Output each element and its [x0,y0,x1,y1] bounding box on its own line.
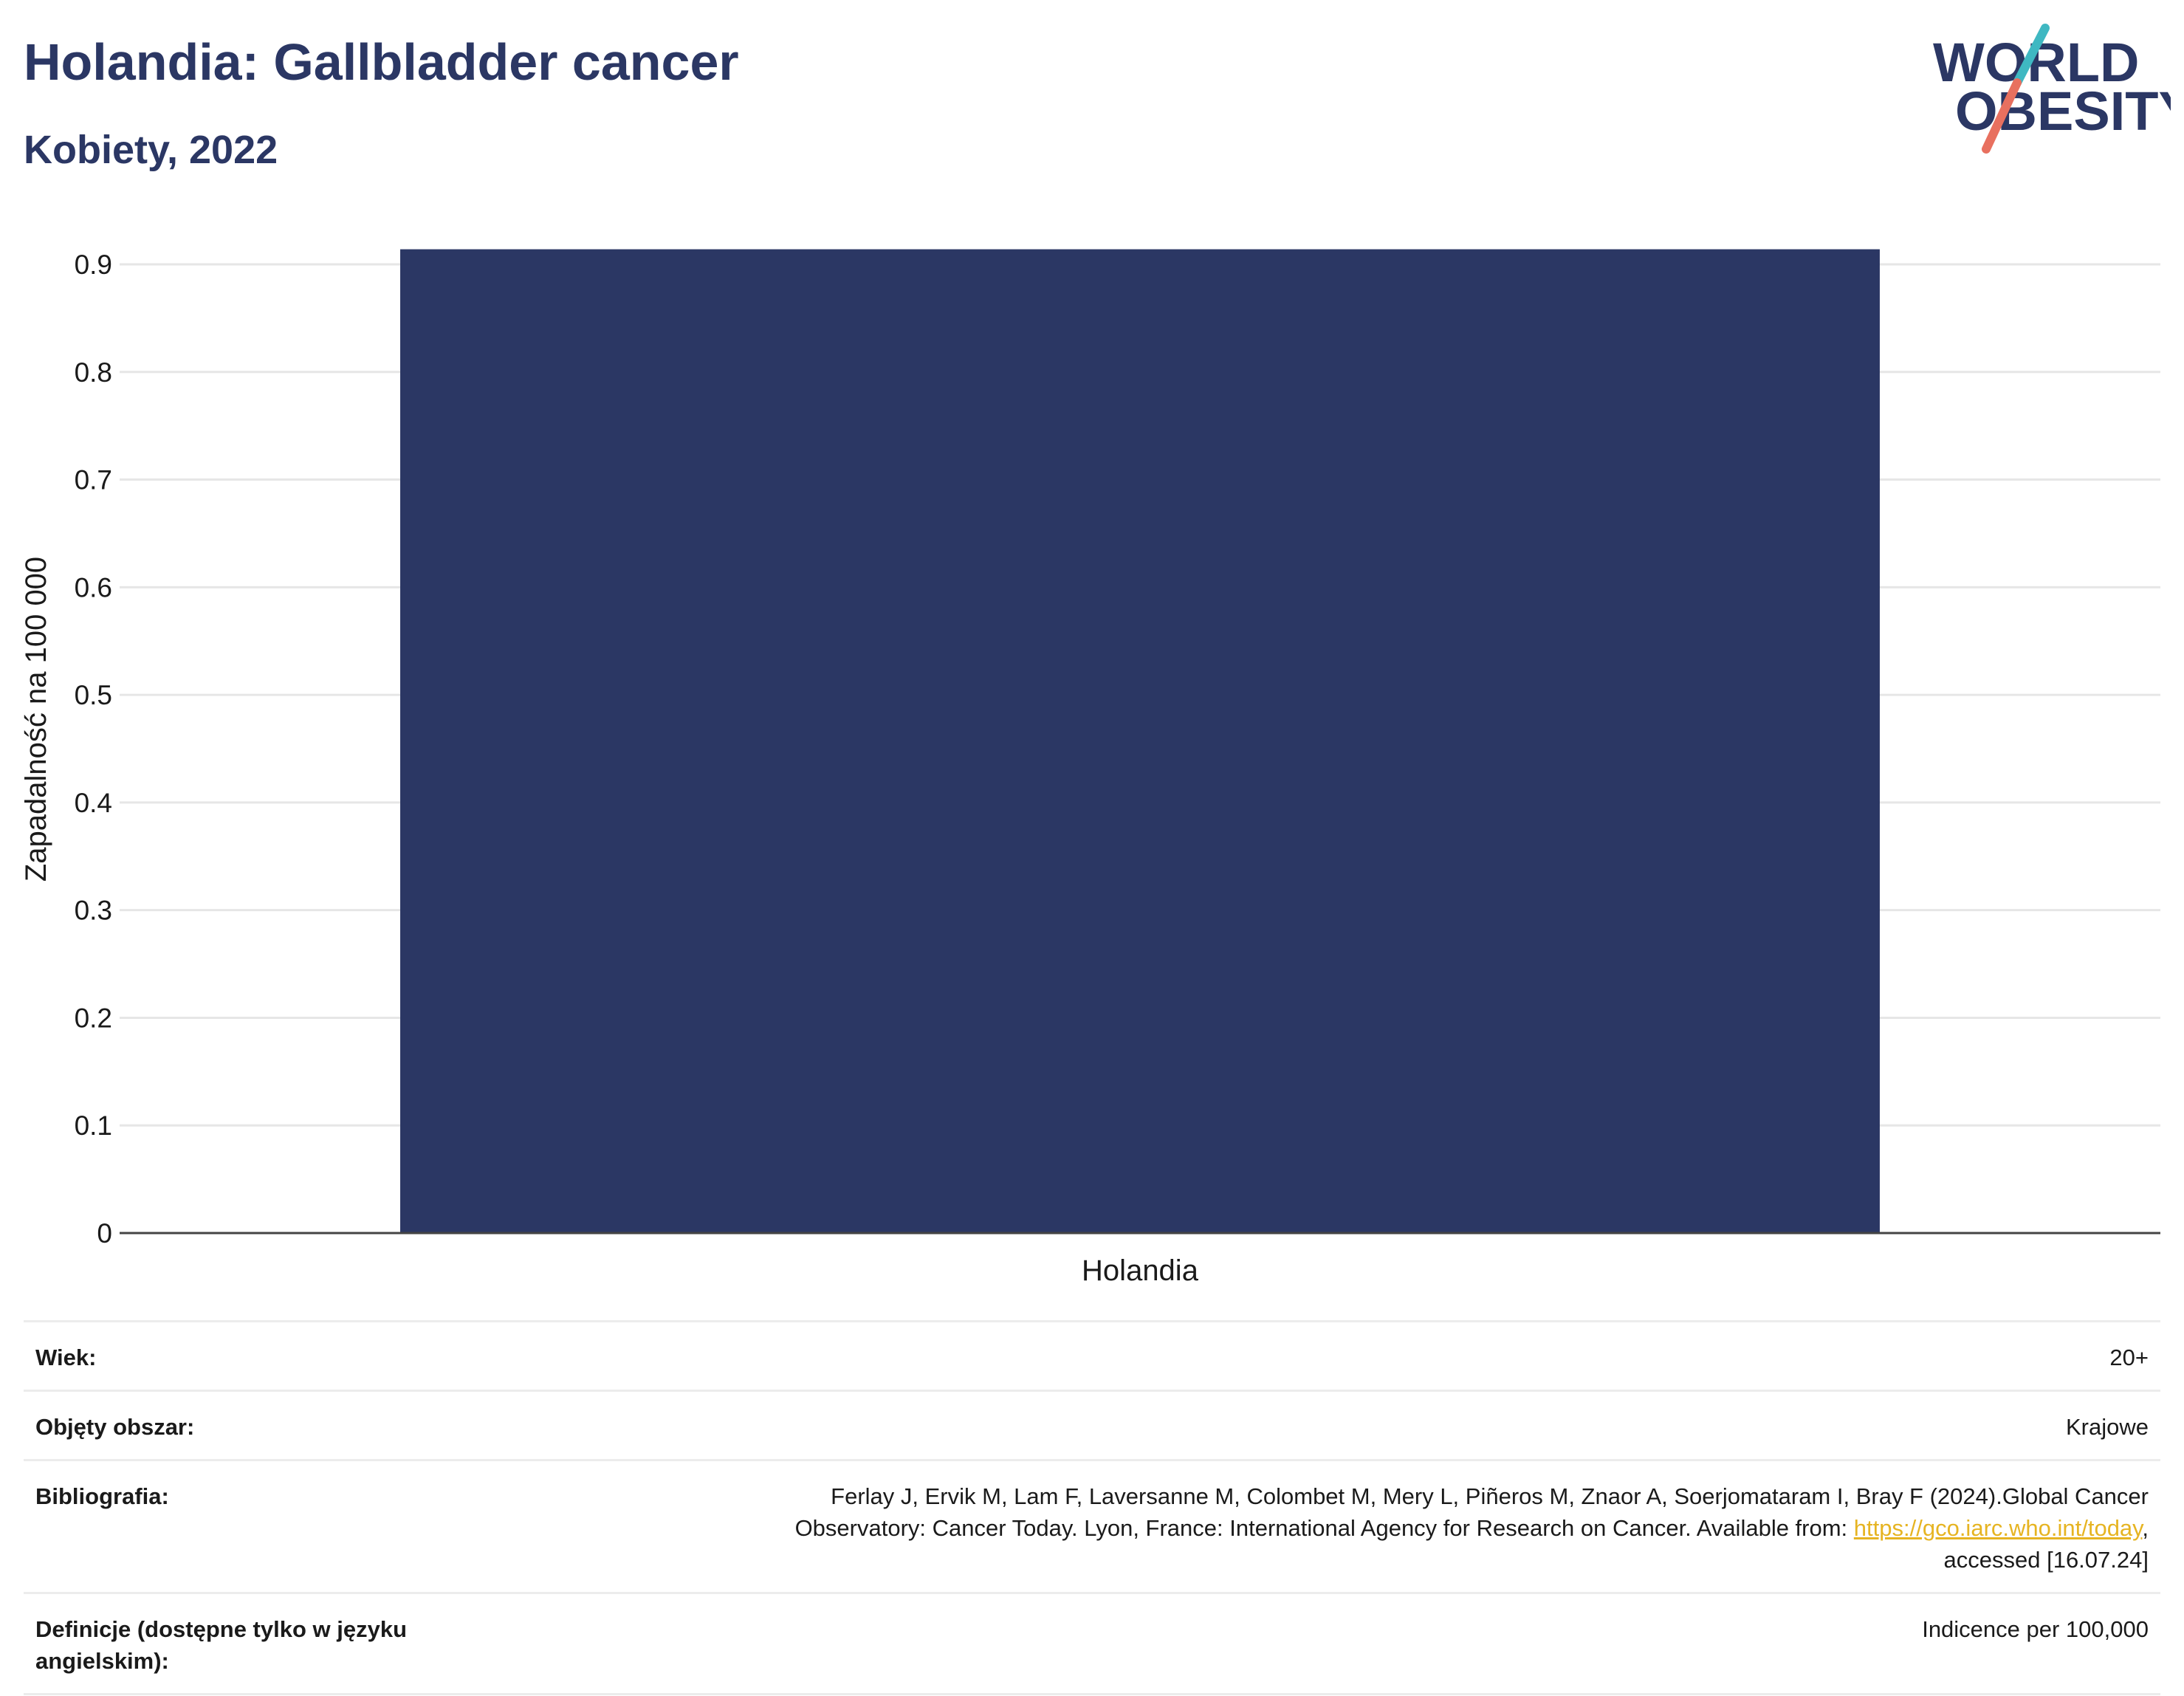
y-axis-label: Zapadalność na 100 000 [20,557,52,882]
meta-row-age: Wiek: 20+ [24,1320,2160,1390]
x-tick-labels: Holandia [1082,1254,1199,1287]
y-tick-label: 0.6 [75,572,112,602]
bars [400,249,1880,1234]
bibliography-line-1: Ferlay J, Ervik M, Lam F, Laversanne M, … [831,1483,2149,1509]
y-tick-label: 0.1 [75,1110,112,1141]
bar-holandia[interactable] [400,249,1880,1234]
y-tick-label: 0.3 [75,896,112,926]
metadata-table: Wiek: 20+ Objęty obszar: Krajowe Bibliog… [24,1320,2160,1695]
chart-title: Holandia: Gallbladder cancer [24,33,739,91]
x-tick-label: Holandia [1082,1254,1199,1287]
y-tick-label: 0.9 [75,250,112,280]
world-obesity-logo: WORLD OBESITY [1933,24,2171,154]
y-tick-label: 0.4 [75,788,112,818]
y-tick-label: 0.8 [75,357,112,388]
y-tick-label: 0.5 [75,680,112,710]
definitions-value: Indicence per 100,000 [1922,1616,2149,1642]
area-label: Objęty obszar: [35,1414,195,1440]
age-label: Wiek: [35,1345,97,1370]
area-value: Krajowe [2066,1414,2149,1440]
y-tick-label: 0.7 [75,465,112,495]
definitions-label: Definicje (dostępne tylko w języku angie… [35,1616,408,1674]
meta-row-bibliography: Bibliografia: Ferlay J, Ervik M, Lam F, … [24,1459,2160,1592]
bibliography-line-2-end: , [2142,1515,2149,1541]
bar-chart: 0 0.1 0.2 0.3 0.4 0.5 0.6 0.7 0.8 0.9 Holandia Za… [20,249,2160,1287]
bibliography-link[interactable]: https://gco.iarc.who.int/today [1853,1515,2143,1541]
y-tick-label: 0.2 [75,1003,112,1033]
bibliography-label: Bibliografia: [35,1483,169,1509]
logo-slash-coral [1982,78,2022,154]
chart-subtitle: Kobiety, 2022 [24,128,278,172]
bibliography-value: Ferlay J, Ervik M, Lam F, Laversanne M, … [493,1480,2149,1576]
logo-slash-teal [2013,24,2050,87]
bibliography-line-3: accessed [16.07.24] [1943,1547,2149,1573]
y-tick-label: 0 [97,1218,112,1249]
y-tick-labels: 0 0.1 0.2 0.3 0.4 0.5 0.6 0.7 0.8 0.9 [75,250,112,1249]
bibliography-line-2: Observatory: Cancer Today. Lyon, France:… [794,1515,1854,1541]
meta-row-definitions: Definicje (dostępne tylko w języku angie… [24,1592,2160,1695]
age-value: 20+ [2109,1345,2149,1370]
meta-row-area: Objęty obszar: Krajowe [24,1390,2160,1459]
